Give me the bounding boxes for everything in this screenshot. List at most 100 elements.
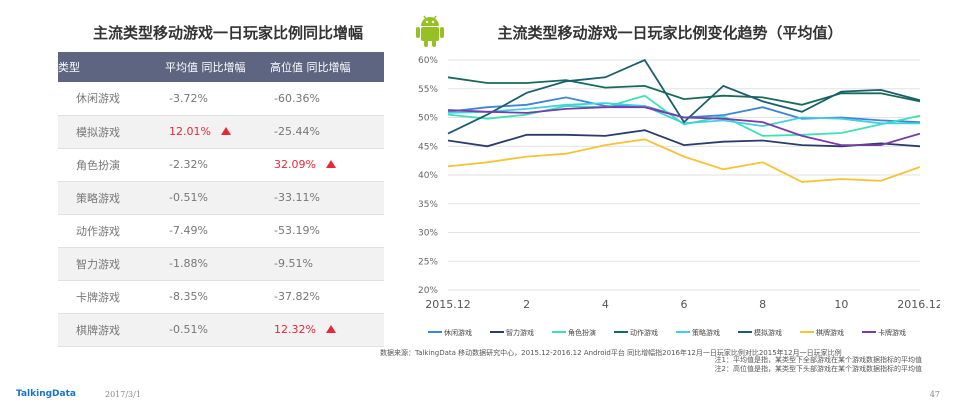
y-tick-label: 20% [418,286,438,296]
cell-type-text: 角色扮演 [76,158,120,172]
table-row: 卡牌游戏 -8.35% -37.82% [58,280,384,314]
y-tick-label: 50% [418,114,438,124]
cell-type: 智力游戏 [58,247,165,281]
table-row: 棋牌游戏 -0.51% 12.32% [58,313,384,347]
cell-high: -9.51% [270,247,384,281]
legend-label: 动作游戏 [630,328,658,337]
series-line-3 [447,76,921,106]
y-tick-label: 25% [418,257,438,267]
source-note: 数据来源：TalkingData 移动数据研究中心，2015.12-2016.1… [380,348,842,358]
table-row: 策略游戏 -0.51% -33.11% [58,181,384,215]
legend-label: 模拟游戏 [754,328,782,337]
page-number: 47 [929,390,940,399]
cell-high: -60.36% [270,82,384,116]
talkingdata-logo: TalkingData [16,389,76,399]
cell-avg: -7.49% [165,214,270,248]
cell-avg-text: -2.32% [169,158,208,171]
x-tick-label: 4 [602,298,609,311]
android-icon [416,15,444,47]
y-tick-label: 55% [418,85,438,95]
col-avg-header: 平均值 同比增幅 [165,52,270,82]
cell-avg: -1.88% [165,247,270,281]
cell-avg: -0.51% [165,313,270,347]
cell-type: 棋牌游戏 [58,313,165,347]
note-1: 注1：平均值是指，某类型下全部游戏在某个游戏数据指标的平均值 [714,356,922,364]
cell-high: -37.82% [270,280,384,314]
up-triangle-icon [220,127,231,135]
cell-high-text: 12.32% [274,323,316,336]
cell-high: -25.44% [270,115,384,149]
series-line-5 [447,58,921,135]
series-line-7 [447,106,921,146]
table-header-row: 类型 平均值 同比增幅 高位值 同比增幅 [58,52,384,82]
table-row: 模拟游戏 12.01% -25.44% [58,115,384,149]
series-line-1 [447,129,921,148]
cell-avg: -8.35% [165,280,270,314]
series-line-2 [447,94,921,137]
y-tick-label: 60% [418,56,438,66]
cell-avg-text: -7.49% [169,224,208,237]
trend-line-chart: 20% 25% 30% 35% 40% 45% 50% 55% 60% 2015.12 2 4 6 8 10… [418,56,940,337]
source-text: 数据来源：TalkingData 移动数据研究中心，2015.12-2016.1… [380,349,625,357]
notes: 注1：平均值是指，某类型下全部游戏在某个游戏数据指标的平均值 注2：高位值是指，… [715,356,922,374]
cell-high: 12.32% [270,313,384,347]
cell-avg: -0.51% [165,181,270,215]
table-row: 智力游戏 -1.88% -9.51% [58,247,384,281]
cell-type: 卡牌游戏 [58,280,165,314]
legend-label: 卡牌游戏 [878,328,906,337]
cell-high: -53.19% [270,214,384,248]
cell-type-text: 策略游戏 [76,191,120,205]
cell-high-text: -9.51% [274,257,313,270]
cell-type: 模拟游戏 [58,115,165,149]
cell-type-text: 卡牌游戏 [76,290,120,304]
x-tick-label: 2 [523,298,530,311]
x-tick-label: 6 [681,298,688,311]
cell-avg-text: -0.51% [169,323,208,336]
cell-avg-text: -0.51% [169,191,208,204]
left-title: 主流类型移动游戏一日玩家比例同比增幅 [92,24,363,42]
col-high-header: 高位值 同比增幅 [270,52,384,82]
legend-label: 休闲游戏 [444,328,472,337]
growth-definition: 同比增幅指2016年12月一日玩家比例对比2015年12月一日玩家比例 [627,349,842,357]
x-tick-label: 2015.12 [425,298,471,311]
cell-high: 32.09% [270,148,384,182]
y-tick-label: 45% [418,142,438,152]
y-tick-label: 40% [418,171,438,181]
table-row: 休闲游戏 -3.72% -60.36% [58,82,384,116]
legend-label: 棋牌游戏 [816,328,844,337]
x-tick-label: 2016.12 [897,298,940,311]
x-tick-label: 10 [834,298,848,311]
y-tick-label: 35% [418,200,438,210]
cell-high-text: -37.82% [274,290,320,303]
table-row: 角色扮演 -2.32% 32.09% [58,148,384,182]
cell-type: 休闲游戏 [58,82,165,116]
cell-type-text: 休闲游戏 [76,92,120,106]
cell-avg-text: -1.88% [169,257,208,270]
y-tick-label: 30% [418,229,438,239]
cell-avg-text: -8.35% [169,290,208,303]
cell-avg-text: 12.01% [169,125,211,138]
table-row: 动作游戏 -7.49% -53.19% [58,214,384,248]
up-triangle-icon [325,160,336,168]
cell-high-text: -33.11% [274,191,320,204]
cell-avg-text: -3.72% [169,91,208,105]
col-type-header: 类型 [58,52,165,82]
x-tick-label: 8 [759,298,766,311]
cell-high-text: 32.09% [274,158,316,171]
chart-title: 主流类型移动游戏一日玩家比例变化趋势（平均值） [497,24,843,42]
growth-table: 类型 平均值 同比增幅 高位值 同比增幅 休闲游戏 -3.72% -60.36% 模拟… [58,52,384,347]
cell-avg: -3.72% [165,82,270,116]
cell-type: 策略游戏 [58,181,165,215]
cell-type-text: 动作游戏 [76,224,120,238]
cell-high-text: -60.36% [274,91,320,105]
cell-avg: -2.32% [165,148,270,182]
cell-type: 动作游戏 [58,214,165,248]
cell-avg: 12.01% [165,115,270,149]
legend-label: 角色扮演 [568,328,596,337]
cell-type-text: 棋牌游戏 [76,323,120,337]
cell-type: 角色扮演 [58,148,165,182]
cell-type-text: 模拟游戏 [76,125,120,139]
legend-label: 智力游戏 [506,328,534,337]
series-line-6 [447,138,921,183]
footer-date: 2017/3/1 [105,390,141,399]
